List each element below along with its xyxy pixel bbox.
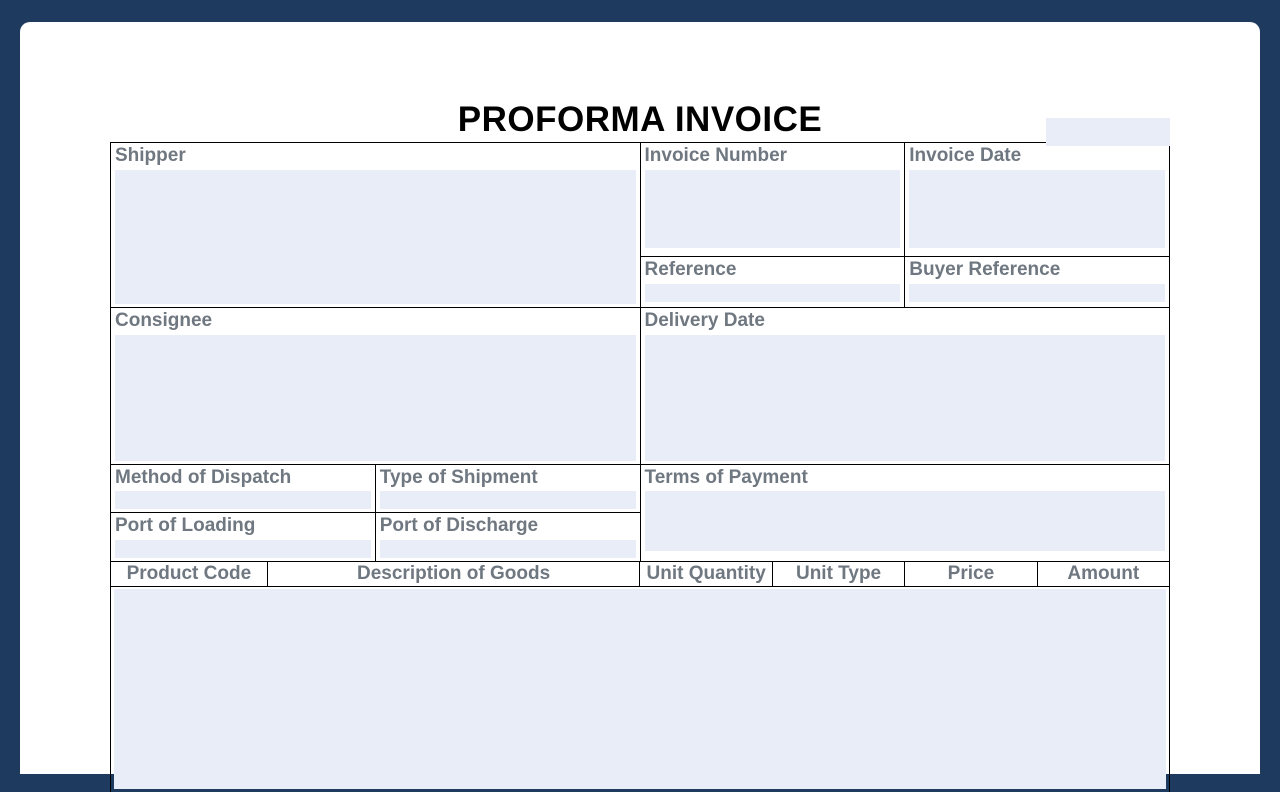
method-of-dispatch-label: Method of Dispatch <box>115 467 371 492</box>
buyer-reference-label: Buyer Reference <box>909 259 1165 284</box>
header-section-1: Shipper Invoice Number Invoice Date Refe… <box>110 142 1170 308</box>
terms-of-payment-input[interactable] <box>645 491 1166 551</box>
delivery-date-label: Delivery Date <box>645 310 1166 335</box>
corner-field-input[interactable] <box>1046 118 1170 146</box>
consignee-label: Consignee <box>115 310 636 335</box>
col-amount: Amount <box>1037 562 1169 587</box>
line-items-input[interactable] <box>114 589 1166 789</box>
port-of-discharge-input[interactable] <box>380 540 636 558</box>
col-unit-quantity: Unit Quantity <box>640 562 772 587</box>
shipper-input[interactable] <box>115 170 636 304</box>
type-of-shipment-input[interactable] <box>380 491 636 509</box>
method-of-dispatch-input[interactable] <box>115 491 371 509</box>
line-items-area <box>110 586 1170 792</box>
col-price: Price <box>905 562 1037 587</box>
reference-input[interactable] <box>645 284 901 302</box>
invoice-date-label: Invoice Date <box>909 145 1165 170</box>
col-product-code: Product Code <box>111 562 268 587</box>
header-section-2: Consignee Delivery Date <box>110 307 1170 465</box>
document-sheet: PROFORMA INVOICE Shipper Invoice Number … <box>20 22 1260 774</box>
col-description: Description of Goods <box>267 562 640 587</box>
header-section-3: Method of Dispatch Type of Shipment Term… <box>110 464 1170 563</box>
port-of-loading-input[interactable] <box>115 540 371 558</box>
invoice-number-input[interactable] <box>645 170 901 248</box>
reference-label: Reference <box>645 259 901 284</box>
invoice-date-input[interactable] <box>909 170 1165 248</box>
invoice-content: PROFORMA INVOICE Shipper Invoice Number … <box>110 100 1170 792</box>
shipper-label: Shipper <box>115 145 636 170</box>
col-unit-type: Unit Type <box>772 562 904 587</box>
type-of-shipment-label: Type of Shipment <box>380 467 636 492</box>
line-items-header: Product Code Description of Goods Unit Q… <box>110 561 1170 587</box>
invoice-number-label: Invoice Number <box>645 145 901 170</box>
port-of-discharge-label: Port of Discharge <box>380 515 636 540</box>
delivery-date-input[interactable] <box>645 335 1166 461</box>
port-of-loading-label: Port of Loading <box>115 515 371 540</box>
title-row: PROFORMA INVOICE <box>110 100 1170 140</box>
line-items-header-row: Product Code Description of Goods Unit Q… <box>111 562 1170 587</box>
consignee-input[interactable] <box>115 335 636 461</box>
terms-of-payment-label: Terms of Payment <box>645 467 1166 492</box>
document-title: PROFORMA INVOICE <box>110 100 1170 140</box>
buyer-reference-input[interactable] <box>909 284 1165 302</box>
